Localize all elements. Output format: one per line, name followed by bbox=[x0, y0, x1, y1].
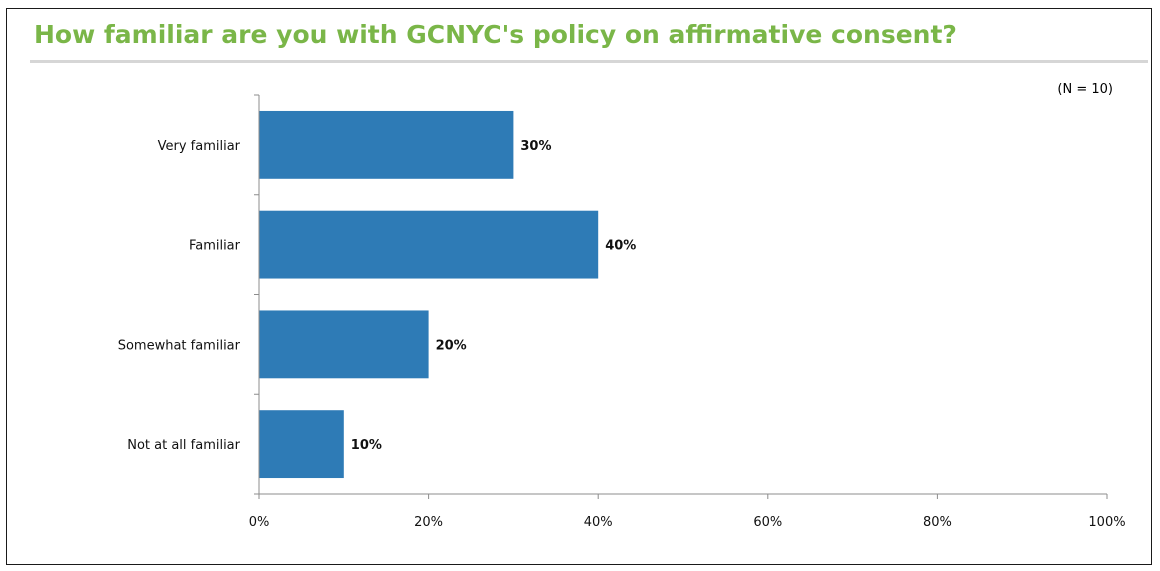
bar bbox=[259, 210, 599, 279]
bar bbox=[259, 110, 514, 179]
category-label: Not at all familiar bbox=[127, 438, 240, 453]
x-tick-label: 0% bbox=[249, 515, 270, 530]
x-tick-label: 20% bbox=[414, 515, 443, 530]
chart-title: How familiar are you with GCNYC's policy… bbox=[34, 20, 957, 49]
x-tick-label: 80% bbox=[923, 515, 952, 530]
x-tick-label: 60% bbox=[753, 515, 782, 530]
value-label: 40% bbox=[605, 239, 636, 254]
value-label: 20% bbox=[436, 338, 467, 353]
x-tick-label: 40% bbox=[584, 515, 613, 530]
category-label: Very familiar bbox=[158, 139, 241, 154]
chart-frame bbox=[6, 8, 1152, 565]
sample-size-note: (N = 10) bbox=[1057, 82, 1113, 97]
title-divider bbox=[30, 60, 1148, 63]
category-label: Somewhat familiar bbox=[118, 338, 241, 353]
value-label: 30% bbox=[520, 139, 551, 154]
bar bbox=[259, 410, 344, 479]
x-tick-label: 100% bbox=[1088, 515, 1125, 530]
category-label: Familiar bbox=[189, 239, 241, 254]
value-label: 10% bbox=[351, 438, 382, 453]
bar bbox=[259, 310, 429, 379]
